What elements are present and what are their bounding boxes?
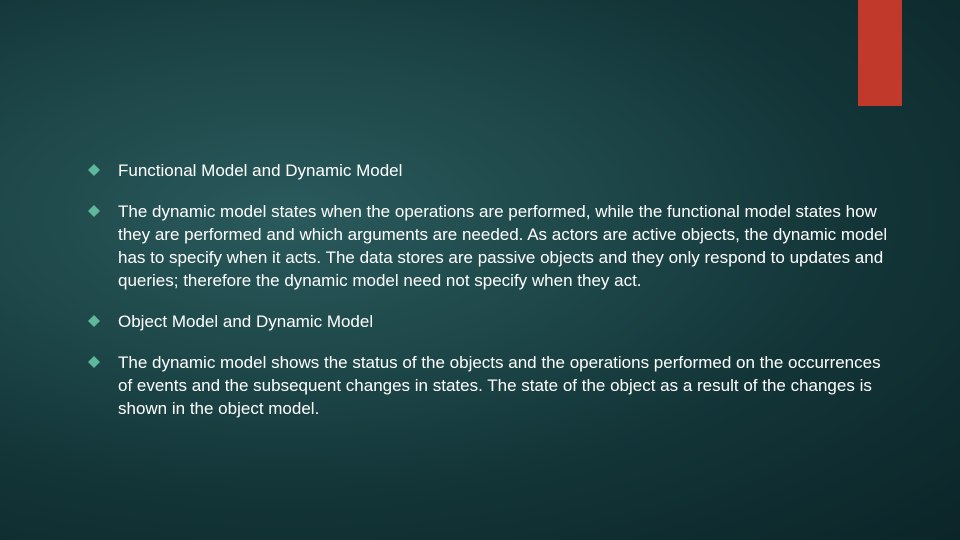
bullet-text: Object Model and Dynamic Model (118, 311, 373, 334)
bullet-text: The dynamic model shows the status of th… (118, 352, 890, 421)
accent-bar (858, 0, 902, 106)
diamond-bullet-icon (88, 356, 100, 368)
slide-content: Functional Model and Dynamic Model The d… (88, 160, 890, 438)
list-item: Object Model and Dynamic Model (88, 311, 890, 334)
list-item: The dynamic model states when the operat… (88, 201, 890, 293)
diamond-bullet-icon (88, 205, 100, 217)
bullet-text: The dynamic model states when the operat… (118, 201, 890, 293)
diamond-bullet-icon (88, 315, 100, 327)
list-item: The dynamic model shows the status of th… (88, 352, 890, 421)
list-item: Functional Model and Dynamic Model (88, 160, 890, 183)
bullet-text: Functional Model and Dynamic Model (118, 160, 402, 183)
diamond-bullet-icon (88, 164, 100, 176)
